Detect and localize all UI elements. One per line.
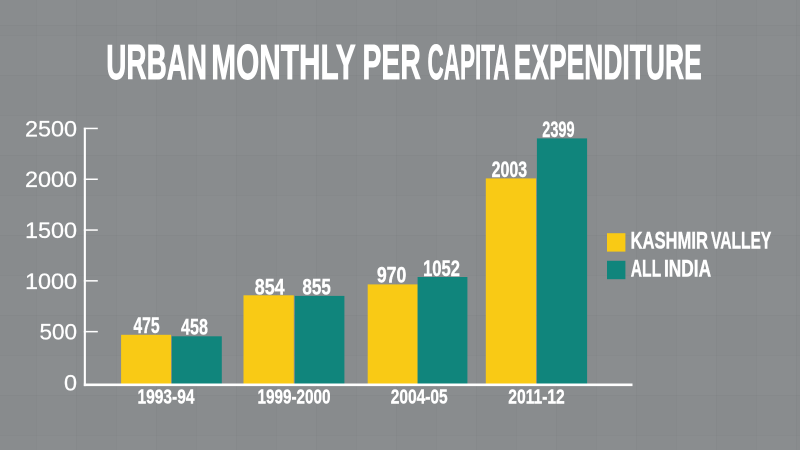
svg-text:1999-2000: 1999-2000 — [258, 386, 331, 409]
svg-text:2011-12: 2011-12 — [508, 386, 565, 409]
svg-text:2399: 2399 — [542, 117, 574, 142]
svg-text:EXPENDITURE: EXPENDITURE — [514, 36, 702, 90]
svg-text:1052: 1052 — [423, 256, 460, 281]
svg-text:2003: 2003 — [492, 157, 528, 182]
svg-text:2000: 2000 — [25, 167, 77, 192]
svg-text:KASHMIR: KASHMIR — [631, 228, 709, 255]
svg-text:2500: 2500 — [25, 117, 77, 142]
svg-text:MONTHLY: MONTHLY — [211, 36, 355, 90]
svg-text:500: 500 — [40, 320, 78, 345]
svg-text:475: 475 — [133, 313, 159, 338]
svg-text:ALL: ALL — [631, 255, 661, 282]
svg-text:0: 0 — [64, 371, 77, 396]
svg-text:1993-94: 1993-94 — [138, 386, 195, 409]
svg-text:CAPITA: CAPITA — [428, 36, 510, 90]
svg-text:855: 855 — [302, 274, 330, 299]
svg-text:VALLEY: VALLEY — [711, 228, 771, 255]
svg-text:458: 458 — [181, 315, 208, 340]
svg-text:970: 970 — [377, 263, 407, 288]
svg-text:INDIA: INDIA — [664, 255, 711, 282]
svg-text:2004-05: 2004-05 — [391, 386, 448, 409]
svg-text:854: 854 — [255, 274, 285, 299]
svg-text:URBAN: URBAN — [106, 36, 207, 90]
svg-text:1500: 1500 — [25, 218, 77, 243]
svg-text:1000: 1000 — [25, 269, 77, 294]
svg-text:PER: PER — [363, 36, 421, 90]
